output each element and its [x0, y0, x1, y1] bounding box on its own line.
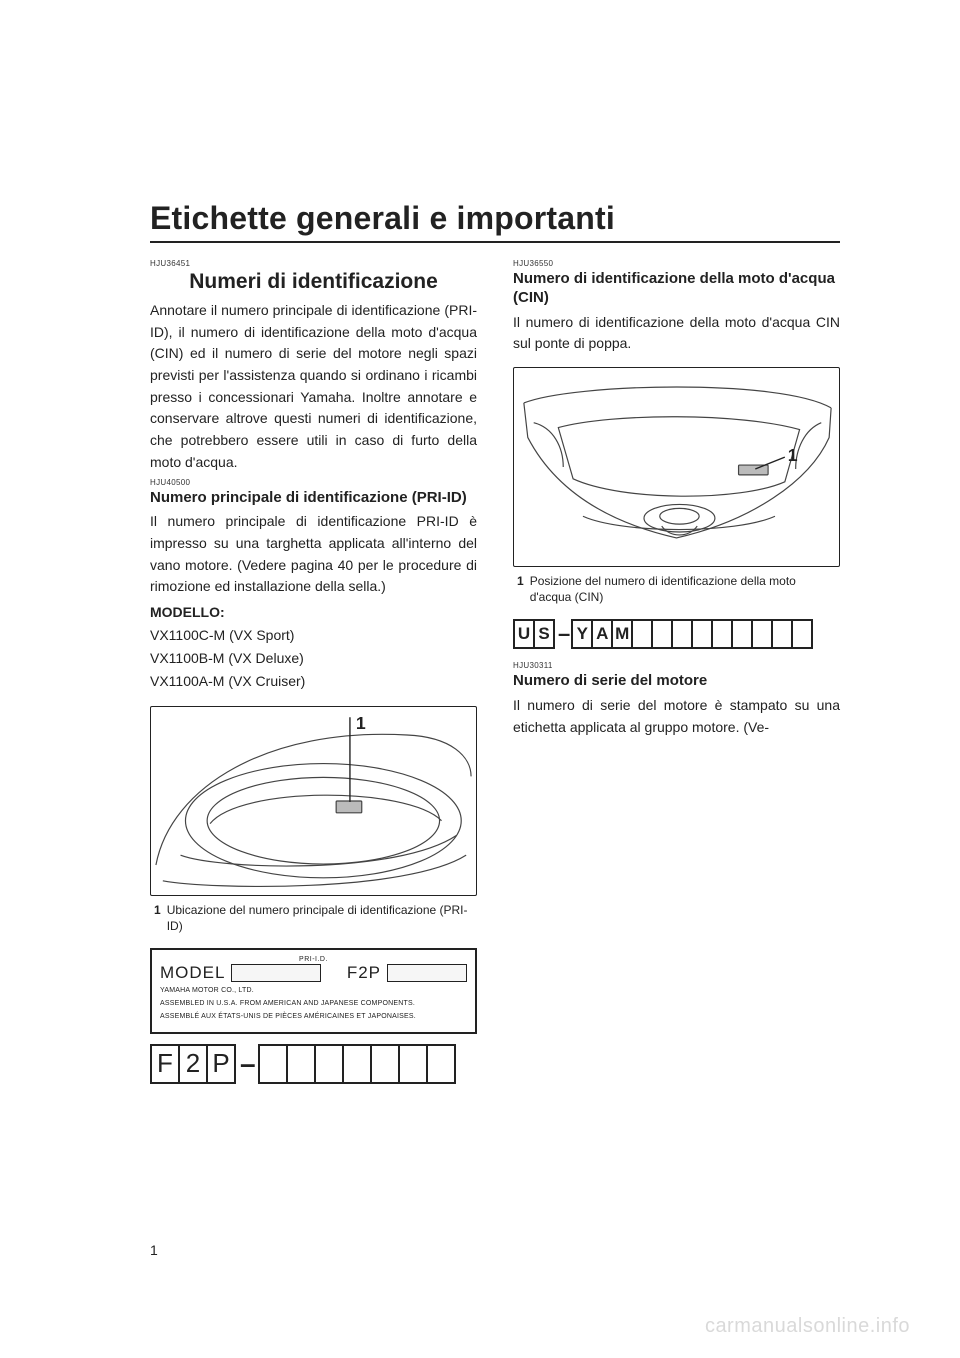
chapter-title: Etichette generali e importanti	[150, 200, 840, 237]
pri-code-cell	[314, 1044, 344, 1084]
pri-code-cell	[426, 1044, 456, 1084]
cin-code-cell	[771, 619, 793, 649]
cin-code-cell	[791, 619, 813, 649]
cin-code-cell	[651, 619, 673, 649]
caption-number: 1	[154, 902, 161, 934]
section-title: Numeri di identificazione	[150, 270, 477, 294]
pri-f2p: F2P	[347, 963, 381, 983]
figure-marker: 1	[356, 713, 366, 733]
figure-caption: 1 Ubicazione del numero principale di id…	[150, 902, 477, 934]
model-line: VX1100A-M (VX Cruiser)	[150, 671, 477, 692]
pri-smallprint: ASSEMBLÉ AUX ÉTATS-UNIS DE PIÈCES AMÉRIC…	[160, 1013, 467, 1022]
cin-code-cell: U	[513, 619, 535, 649]
subsection-body: Il numero di serie del motore è stampato…	[513, 695, 840, 738]
figure-pri-id-location: 1	[150, 706, 477, 896]
cin-code-cell: A	[591, 619, 613, 649]
pri-code-cell	[286, 1044, 316, 1084]
subsection-body: Il numero di identificazione della moto …	[513, 312, 840, 355]
pri-code-boxes: F 2 P –	[150, 1044, 477, 1084]
ref-code: HJU36451	[150, 259, 477, 268]
figure-caption: 1 Posizione del numero di identificazion…	[513, 573, 840, 605]
figure-marker: 1	[788, 445, 798, 465]
model-line: VX1100B-M (VX Deluxe)	[150, 648, 477, 669]
cin-code-boxes: U S – Y A M	[513, 619, 840, 649]
pri-id-small: PRI-I.D.	[160, 956, 467, 963]
pri-smallprint: ASSEMBLED IN U.S.A. FROM AMERICAN AND JA…	[160, 1000, 467, 1009]
caption-text: Posizione del numero di identificazione …	[530, 573, 836, 605]
cin-code-cell: Y	[571, 619, 593, 649]
cin-code-cell: M	[611, 619, 633, 649]
cin-code-cell	[671, 619, 693, 649]
cin-code-cell	[691, 619, 713, 649]
pri-code-cell	[258, 1044, 288, 1084]
subsection-title: Numero di serie del motore	[513, 672, 840, 691]
subsection-title: Numero principale di identificazione (PR…	[150, 489, 477, 508]
watermark: carmanualsonline.info	[705, 1315, 910, 1338]
figure-cin-location: 1	[513, 367, 840, 567]
model-line: VX1100C-M (VX Sport)	[150, 625, 477, 646]
cin-code-cell	[631, 619, 653, 649]
right-column: HJU36550 Numero di identificazione della…	[513, 257, 840, 1084]
chapter-rule	[150, 241, 840, 243]
cin-code-cell	[711, 619, 733, 649]
intro-paragraph: Annotare il numero principale di identif…	[150, 300, 477, 474]
pri-code-cell: P	[206, 1044, 236, 1084]
cin-code-cell: S	[533, 619, 555, 649]
pri-code-dash: –	[236, 1048, 260, 1080]
left-column: HJU36451 Numeri di identificazione Annot…	[150, 257, 477, 1084]
pri-model-word: MODEL	[160, 963, 225, 983]
pri-model-box	[231, 964, 321, 982]
ref-code: HJU36550	[513, 259, 840, 268]
cin-code-cell	[731, 619, 753, 649]
pri-code-cell: F	[150, 1044, 180, 1084]
pri-code-cell	[370, 1044, 400, 1084]
ref-code: HJU40500	[150, 478, 477, 487]
pri-code-cell: 2	[178, 1044, 208, 1084]
pri-code-cell	[398, 1044, 428, 1084]
model-label: MODELLO:	[150, 602, 477, 623]
pri-smallprint: YAMAHA MOTOR CO., LTD.	[160, 987, 467, 996]
cin-code-cell	[751, 619, 773, 649]
pri-id-label-plate: PRI-I.D. MODEL F2P YAMAHA MOTOR CO., LTD…	[150, 948, 477, 1033]
subsection-title: Numero di identificazione della moto d'a…	[513, 270, 840, 308]
caption-text: Ubicazione del numero principale di iden…	[167, 902, 473, 934]
page-number: 1	[150, 1242, 158, 1258]
caption-number: 1	[517, 573, 524, 605]
ref-code: HJU30311	[513, 661, 840, 670]
pri-f2p-box	[387, 964, 467, 982]
subsection-body: Il numero principale di identificazione …	[150, 511, 477, 598]
pri-code-cell	[342, 1044, 372, 1084]
